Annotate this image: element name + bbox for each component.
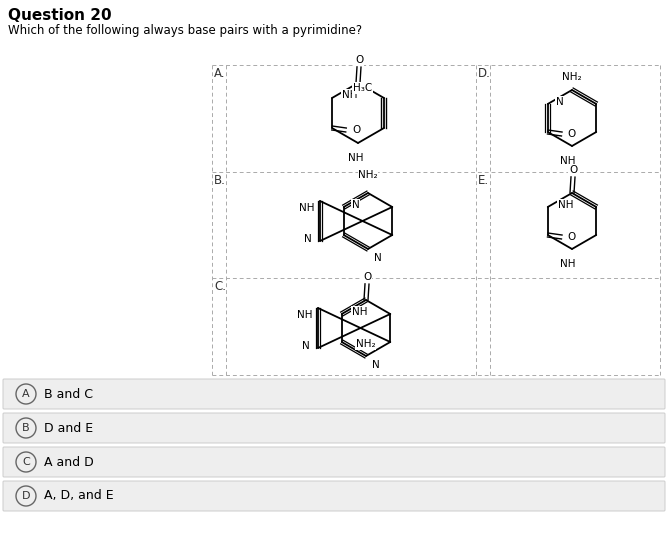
- Text: N: N: [302, 341, 310, 351]
- Text: N: N: [372, 360, 379, 370]
- Text: N: N: [374, 253, 381, 263]
- Text: NH₂: NH₂: [356, 339, 375, 349]
- Text: B: B: [22, 423, 30, 433]
- Text: H₃C: H₃C: [353, 83, 372, 93]
- Text: B and C: B and C: [44, 388, 93, 401]
- Text: NH: NH: [299, 203, 315, 213]
- Text: O: O: [568, 129, 576, 139]
- Text: A.: A.: [214, 67, 226, 80]
- Text: NH: NH: [352, 307, 367, 317]
- FancyBboxPatch shape: [3, 413, 665, 443]
- Text: B.: B.: [214, 174, 226, 187]
- Text: NH₂: NH₂: [358, 170, 378, 180]
- Text: O: O: [355, 55, 363, 65]
- Text: NH: NH: [560, 156, 576, 166]
- Text: NH: NH: [342, 90, 357, 100]
- FancyBboxPatch shape: [3, 481, 665, 511]
- Text: N: N: [304, 234, 312, 244]
- Text: D.: D.: [478, 67, 491, 80]
- Text: NH: NH: [560, 259, 576, 269]
- Text: A and D: A and D: [44, 456, 94, 469]
- Text: A, D, and E: A, D, and E: [44, 489, 114, 502]
- Text: E.: E.: [478, 174, 489, 187]
- Text: N: N: [556, 97, 564, 107]
- Text: Which of the following always base pairs with a pyrimidine?: Which of the following always base pairs…: [8, 24, 362, 37]
- FancyBboxPatch shape: [3, 447, 665, 477]
- Text: N: N: [352, 200, 359, 210]
- Text: O: O: [352, 125, 360, 135]
- Text: NH: NH: [558, 200, 573, 210]
- Text: C.: C.: [214, 280, 226, 293]
- Text: A: A: [22, 389, 30, 399]
- Text: O: O: [568, 232, 576, 242]
- Text: NH₂: NH₂: [562, 72, 582, 82]
- Text: Question 20: Question 20: [8, 8, 112, 23]
- Text: O: O: [363, 272, 371, 282]
- Text: C: C: [22, 457, 30, 467]
- FancyBboxPatch shape: [3, 379, 665, 409]
- Text: NH: NH: [348, 153, 364, 163]
- Text: O: O: [569, 165, 577, 175]
- Text: D: D: [22, 491, 30, 501]
- Text: NH: NH: [297, 310, 313, 320]
- Text: D and E: D and E: [44, 421, 93, 434]
